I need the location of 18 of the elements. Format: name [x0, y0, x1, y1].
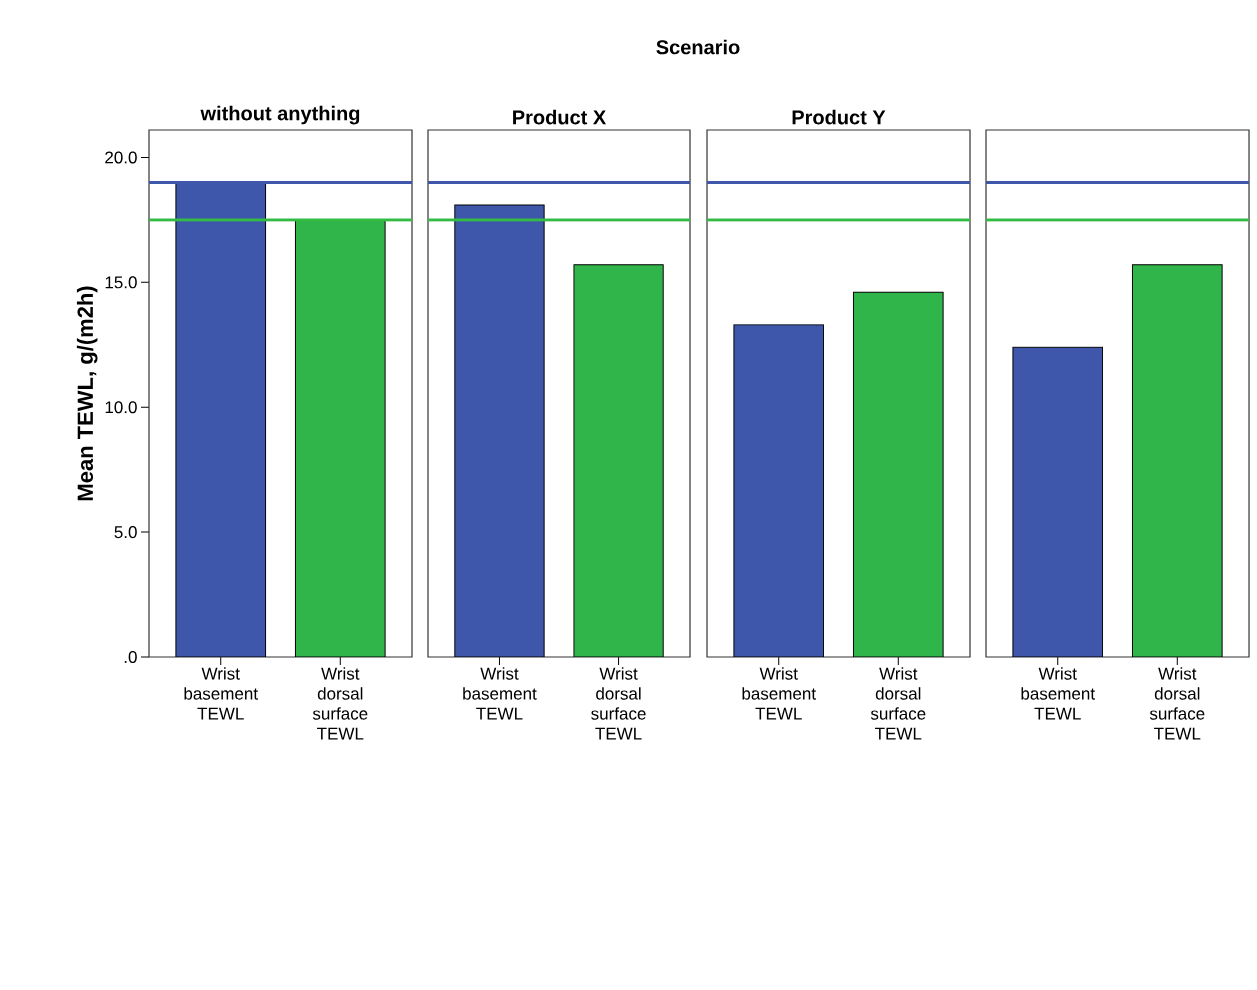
chart-title: Product X — [513, 109, 607, 125]
y-tick-label: 15.0 — [105, 276, 137, 289]
x-tick-label: Wrist basement TEWL — [463, 667, 537, 720]
chart-title: Product Y — [792, 109, 886, 125]
y-tick-label: 10.0 — [105, 401, 137, 414]
y-tick-label: 20.0 — [105, 151, 137, 164]
chart-title: without anything — [200, 105, 360, 125]
x-tick-label: Wrist basement TEWL — [1021, 667, 1095, 720]
x-tick-label: Wrist dorsal surface TEWL — [312, 667, 368, 740]
y-tick-label: 5.0 — [114, 526, 137, 539]
y-tick-label: .0 — [124, 650, 137, 664]
x-tick-label: Wrist basement TEWL — [742, 667, 816, 720]
x-tick-label: Wrist dorsal surface TEWL — [870, 667, 926, 740]
x-tick-label: Wrist basement TEWL — [184, 667, 258, 720]
text: Scenario — [656, 39, 740, 55]
x-tick-label: Wrist dorsal surface TEWL — [1149, 667, 1205, 740]
x-tick-label: Wrist dorsal surface TEWL — [591, 667, 646, 740]
y-axis-title: Mean TEWL, g/(m2h) — [76, 286, 98, 501]
